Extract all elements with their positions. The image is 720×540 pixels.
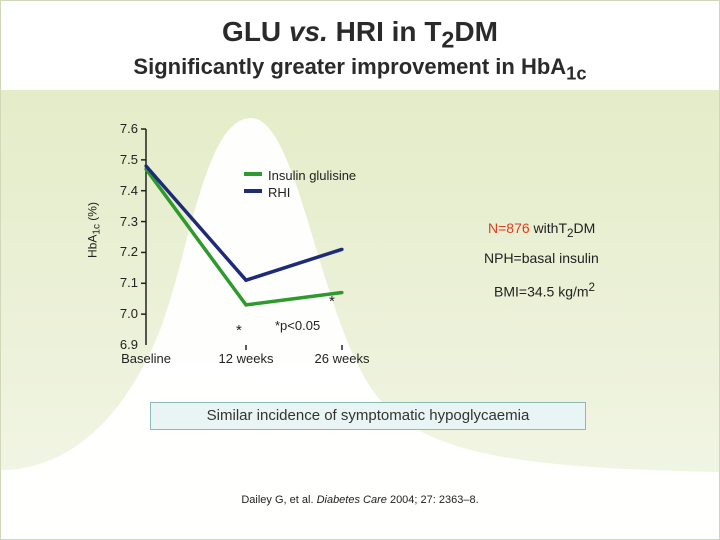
data-point	[144, 164, 148, 168]
y-tick-label: 7.1	[119, 275, 138, 291]
series-layer	[144, 164, 344, 307]
page-subtitle: Significantly greater improvement in HbA…	[133, 54, 587, 84]
x-tick-label: Baseline	[121, 351, 171, 366]
y-tick-label: 6.9	[119, 337, 138, 352]
bmi-note: BMI=34.5 kg/m2	[494, 281, 596, 300]
sample-size-note: N=876 withT2DM	[488, 220, 596, 240]
significance-asterisk-26w: *	[329, 293, 335, 310]
y-axis-label: HbA1c (%)	[85, 202, 103, 258]
basal-insulin-note: NPH=basal insulin	[484, 250, 599, 266]
background-curve	[0, 117, 720, 540]
legend-label-rhi: RHI	[268, 185, 291, 200]
significance-asterisk-12w: *	[236, 322, 242, 339]
y-tick-label: 7.4	[119, 182, 138, 198]
data-point	[340, 290, 344, 295]
hypoglycaemia-note-box: Similar incidence of symptomatic hypogly…	[150, 402, 586, 430]
legend-label-glulisine: Insulin glulisine	[268, 168, 357, 183]
axis-layer	[141, 128, 343, 350]
page-title: GLU vs. HRI in T2DM	[222, 16, 498, 53]
y-tick-label: 7.3	[119, 213, 138, 229]
y-tick-label: 7.0	[119, 306, 138, 322]
p-value-note: *p<0.05	[275, 318, 321, 333]
data-point	[244, 278, 248, 282]
data-point	[340, 247, 344, 251]
x-tick-label: 26 weeks	[314, 351, 370, 366]
series-line-1	[144, 164, 343, 283]
y-tick-label: 7.2	[119, 244, 138, 260]
data-point	[244, 303, 248, 307]
citation: Dailey G, et al. Diabetes Care 2004; 27:…	[241, 494, 479, 506]
y-tick-label: 7.6	[119, 121, 138, 136]
y-tick-label: 7.5	[119, 151, 138, 167]
x-tick-label: 12 weeks	[218, 351, 274, 366]
legend-layer	[244, 172, 262, 193]
